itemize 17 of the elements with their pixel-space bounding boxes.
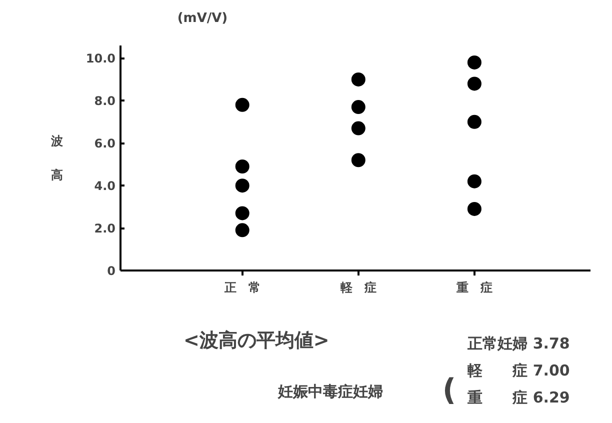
y-tick-label: 10.0 [86, 52, 116, 66]
text: 正常妊婦 3.78 [466, 334, 570, 352]
text: 軽 症 7.00 [466, 362, 570, 380]
text: <波高の平均値> [183, 330, 330, 352]
text: ( [442, 373, 456, 408]
x-tick-label: 正 常 [223, 280, 260, 294]
y-tick-label: 0 [107, 264, 116, 278]
y-tick-label: 4.0 [94, 179, 116, 194]
text: (mV/V) [177, 11, 228, 26]
y-tick-label: 2.0 [94, 222, 116, 236]
x-tick-label: 軽 症 [339, 280, 376, 294]
x-tick-label: 重 症 [455, 280, 492, 294]
text: 波高 [50, 134, 63, 182]
text: 妊娠中毒症妊婦 [276, 382, 383, 400]
text: 重 症 6.29 [466, 388, 570, 406]
y-tick-label: 8.0 [94, 94, 116, 108]
y-tick-label: 6.0 [94, 136, 116, 151]
